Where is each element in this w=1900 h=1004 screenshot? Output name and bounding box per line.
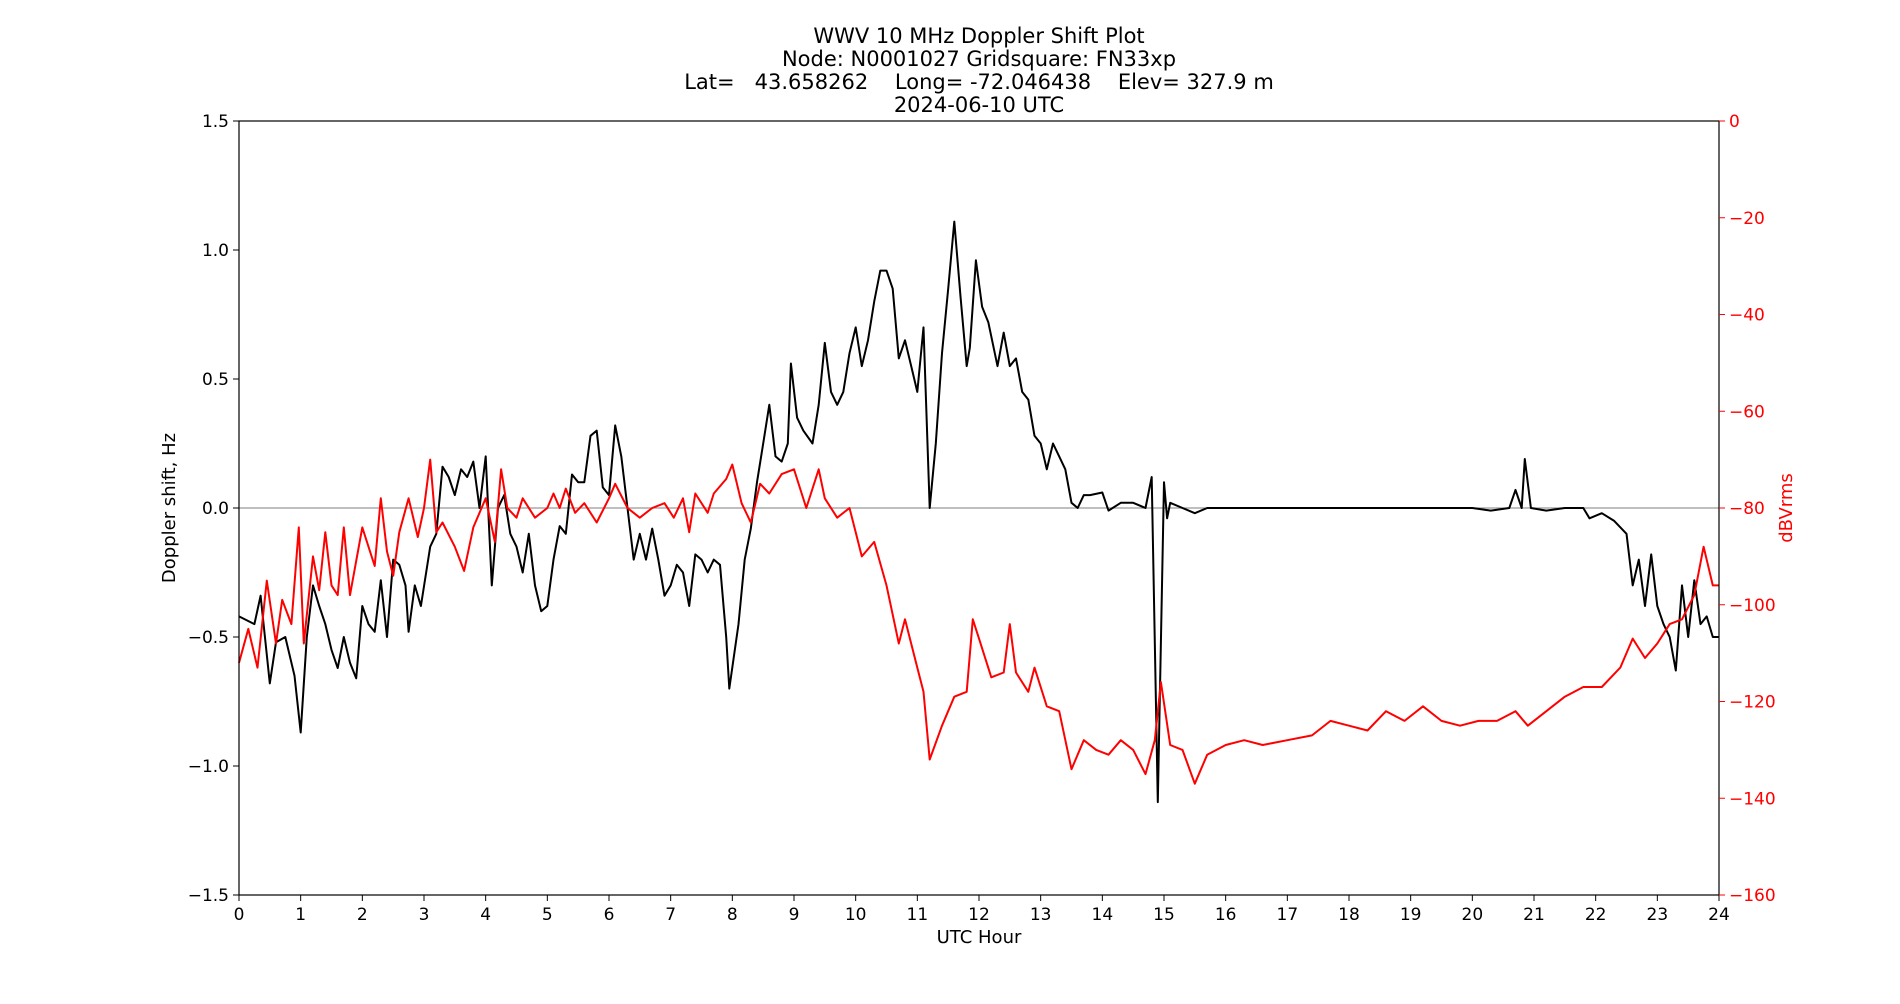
y-axis-label: Doppler shift, Hz <box>159 433 180 583</box>
title-line-1: WWV 10 MHz Doppler Shift Plot <box>813 24 1144 48</box>
chart-title: WWV 10 MHz Doppler Shift Plot Node: N000… <box>684 24 1274 117</box>
x-axis-label: UTC Hour <box>937 927 1022 948</box>
y2-axis-label: dBVrms <box>1776 473 1797 543</box>
x-tick-label: 2 <box>357 905 368 925</box>
title-line-2: Node: N0001027 Gridsquare: FN33xp <box>782 47 1176 71</box>
y-tick-label: 1.5 <box>202 112 229 132</box>
x-tick-label: 4 <box>480 905 491 925</box>
y2-tick-label: −100 <box>1729 596 1776 616</box>
y2-tick-label: −40 <box>1729 306 1765 326</box>
x-tick-label: 11 <box>907 905 929 925</box>
x-tick-label: 7 <box>665 905 676 925</box>
x-tick-label: 6 <box>604 905 615 925</box>
y-tick-label: 0.5 <box>202 370 229 390</box>
y-tick-label: 0.0 <box>202 499 229 519</box>
y2-tick-label: −120 <box>1729 693 1776 713</box>
y2-tick-label: −160 <box>1729 886 1776 906</box>
x-tick-label: 13 <box>1030 905 1052 925</box>
x-tick-label: 9 <box>789 905 800 925</box>
title-line-4: 2024-06-10 UTC <box>894 93 1064 117</box>
x-tick-label: 14 <box>1092 905 1114 925</box>
x-tick-label: 23 <box>1647 905 1669 925</box>
y-tick-label: −0.5 <box>188 628 229 648</box>
x-tick-label: 17 <box>1277 905 1299 925</box>
x-tick-label: 1 <box>295 905 306 925</box>
x-tick-label: 15 <box>1153 905 1175 925</box>
y-tick-label: −1.0 <box>188 757 229 777</box>
x-tick-label: 8 <box>727 905 738 925</box>
x-tick-label: 21 <box>1523 905 1545 925</box>
y2-tick-label: −20 <box>1729 209 1765 229</box>
x-tick-label: 0 <box>234 905 245 925</box>
signal-level-line <box>238 458 1719 785</box>
y2-tick-label: −140 <box>1729 789 1776 809</box>
x-tick-label: 5 <box>542 905 553 925</box>
doppler-shift-line <box>238 220 1719 804</box>
y2-tick-label: −80 <box>1729 499 1765 519</box>
x-tick-label: 3 <box>419 905 430 925</box>
y2-tick-label: −60 <box>1729 402 1765 422</box>
x-tick-label: 22 <box>1585 905 1607 925</box>
title-line-3: Lat= 43.658262 Long= -72.046438 Elev= 32… <box>684 70 1274 94</box>
y-tick-label: −1.5 <box>188 886 229 906</box>
y-tick-label: 1.0 <box>202 241 229 261</box>
x-tick-label: 12 <box>968 905 990 925</box>
y2-tick-label: 0 <box>1729 112 1740 132</box>
x-tick-label: 18 <box>1338 905 1360 925</box>
x-tick-label: 10 <box>845 905 867 925</box>
x-tick-label: 20 <box>1462 905 1484 925</box>
x-tick-label: 24 <box>1708 905 1730 925</box>
x-tick-label: 16 <box>1215 905 1237 925</box>
x-tick-label: 19 <box>1400 905 1422 925</box>
